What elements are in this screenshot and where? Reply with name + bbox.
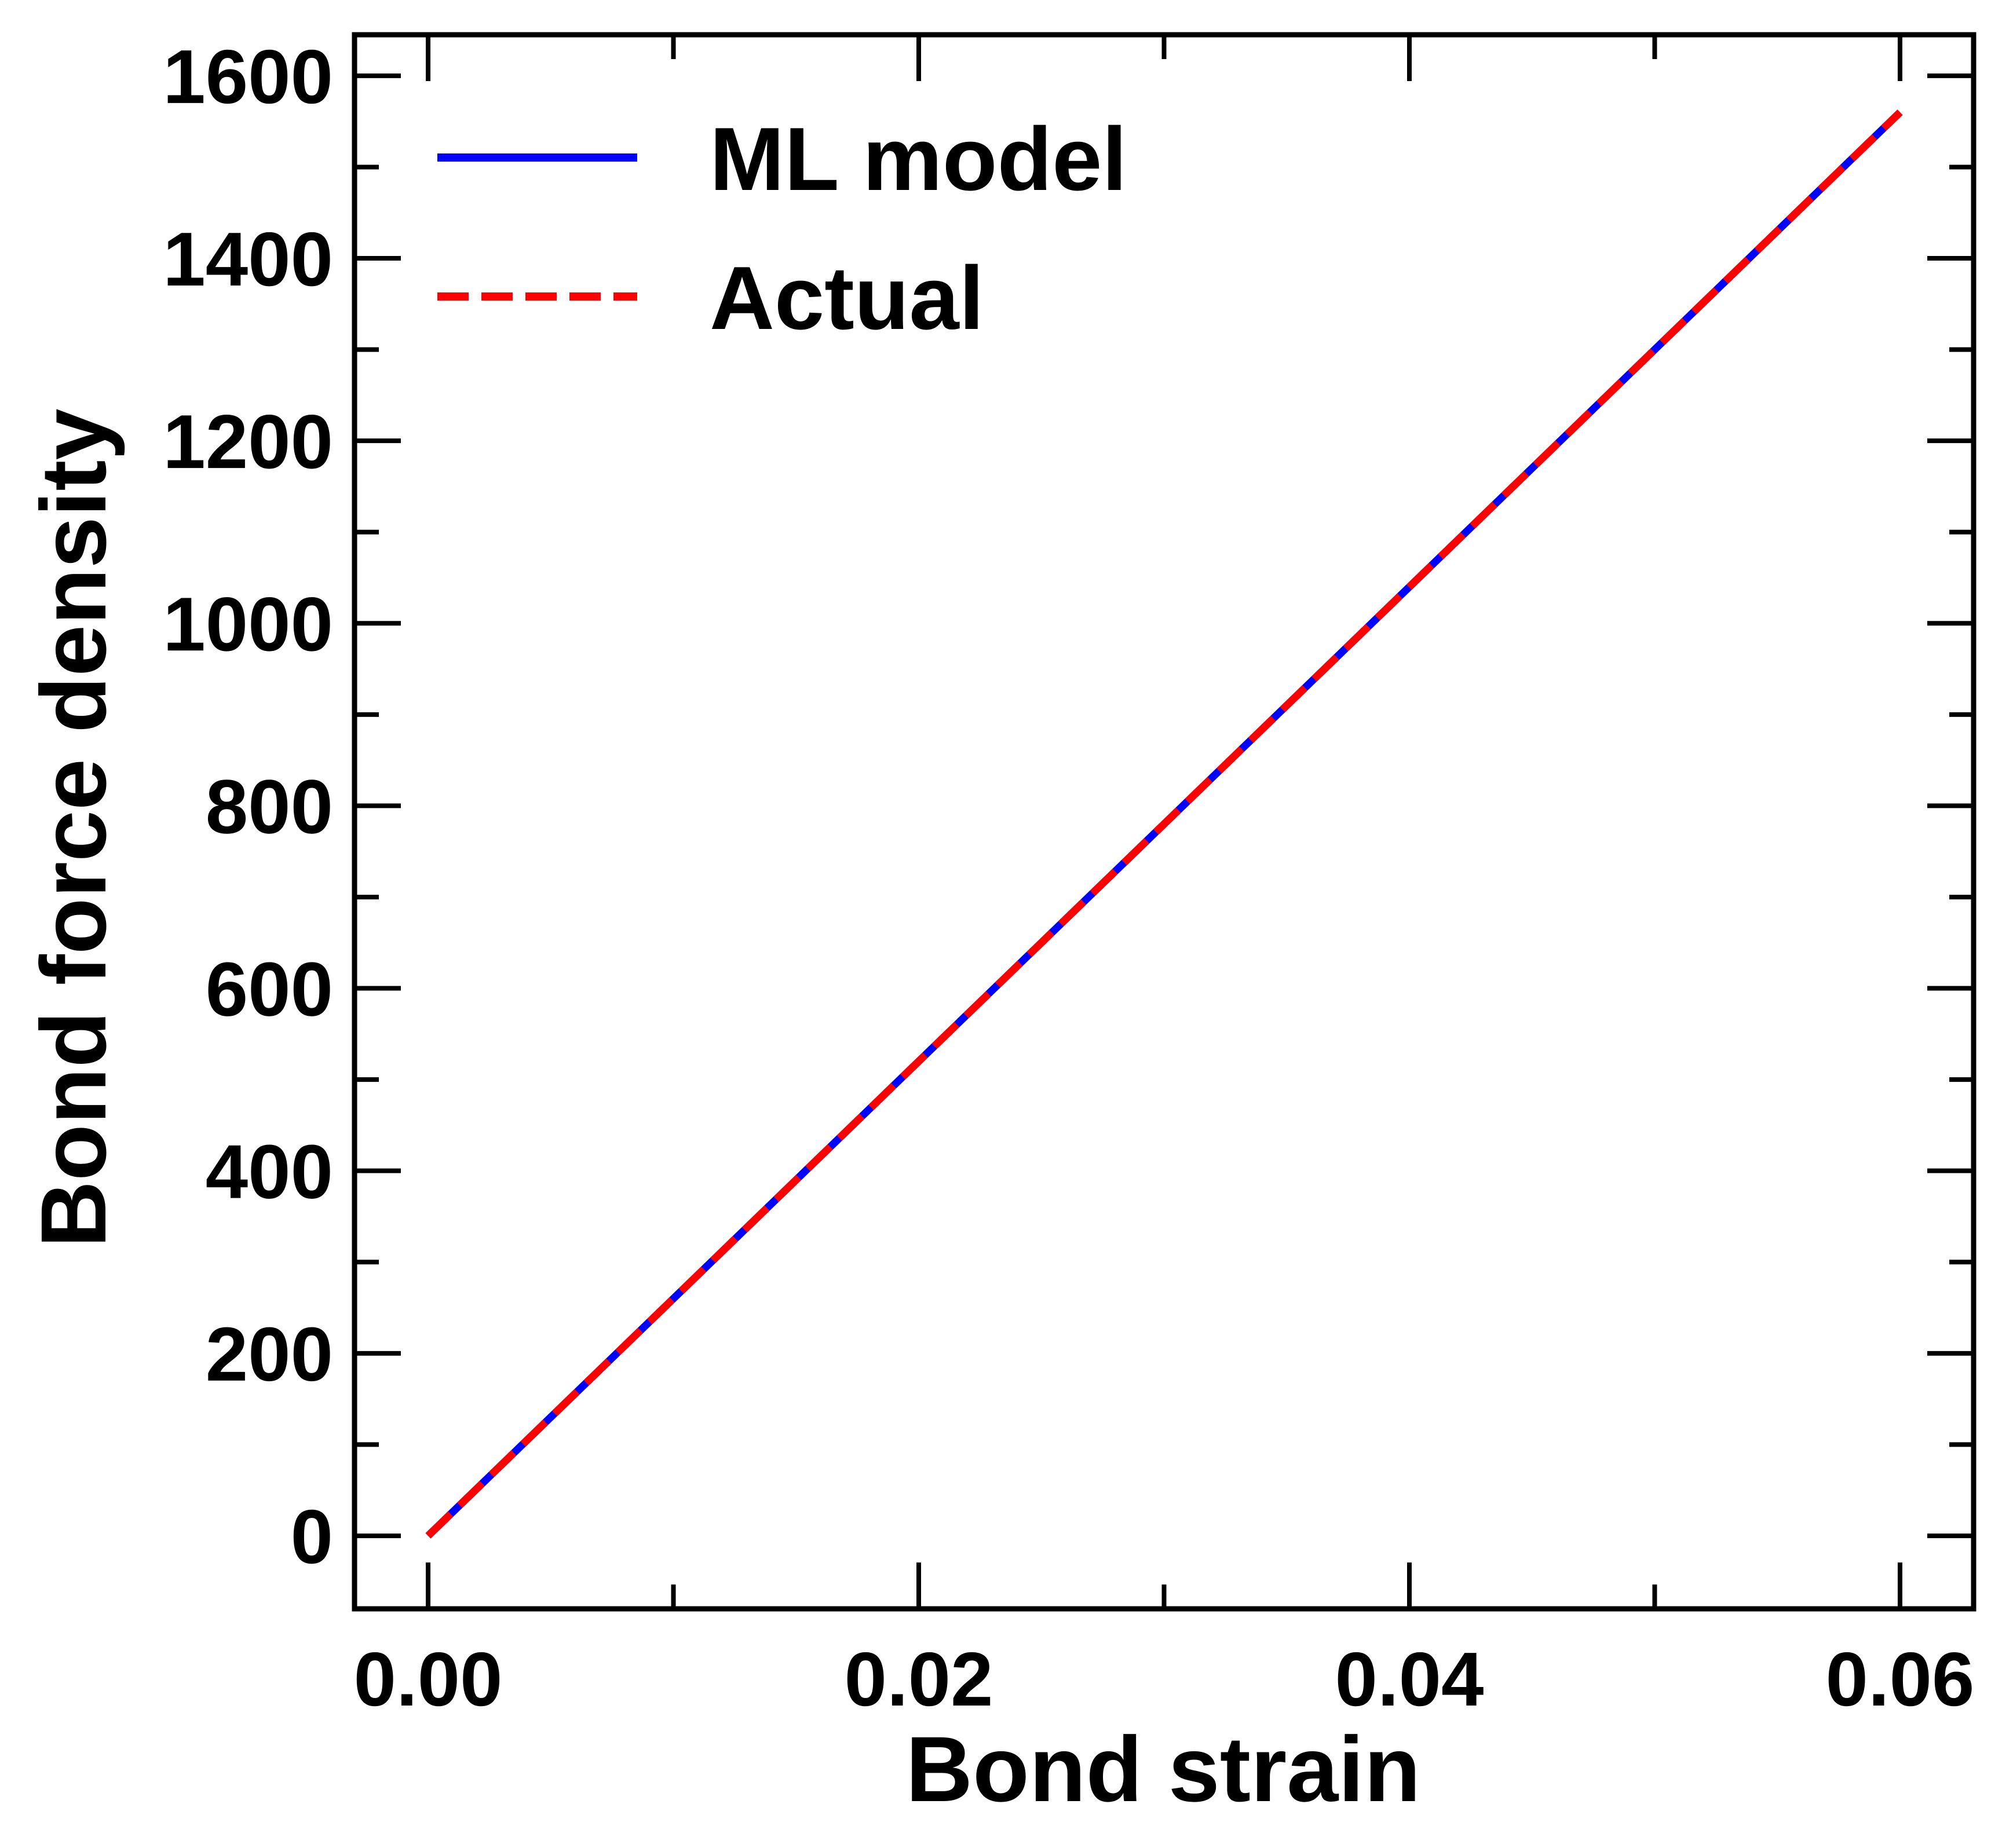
y-tick-label: 1000	[163, 581, 333, 667]
x-tick-label: 0.04	[1335, 1637, 1484, 1722]
y-tick-label: 0	[291, 1494, 333, 1579]
tick-labels-layer: 0.00 0.02 0.04 0.06 0 200 400 600 800 1000 1200 140…	[163, 34, 1974, 1722]
ticks-layer	[355, 35, 1974, 1609]
y-tick-label: 600	[206, 947, 333, 1032]
series-layer	[425, 109, 1903, 1539]
x-tick-label: 0.00	[354, 1637, 503, 1722]
y-axis-title: Bond force density	[21, 408, 125, 1247]
y-tick-label: 1600	[163, 34, 333, 119]
x-axis-title: Bond strain	[906, 1717, 1421, 1821]
y-tick-label: 800	[206, 764, 333, 849]
series-line-actual	[425, 109, 1903, 1539]
legend-label-ml-model: ML model	[710, 109, 1127, 209]
y-tick-label: 400	[206, 1129, 333, 1214]
legend: ML model Actual	[437, 109, 1127, 348]
y-tick-label: 1200	[163, 399, 333, 484]
x-tick-label: 0.06	[1825, 1637, 1974, 1722]
y-tick-label: 200	[206, 1312, 333, 1397]
legend-label-actual: Actual	[710, 248, 984, 348]
y-tick-label: 1400	[163, 217, 333, 302]
plot-frame	[352, 32, 1977, 1612]
x-tick-label: 0.02	[845, 1637, 993, 1722]
